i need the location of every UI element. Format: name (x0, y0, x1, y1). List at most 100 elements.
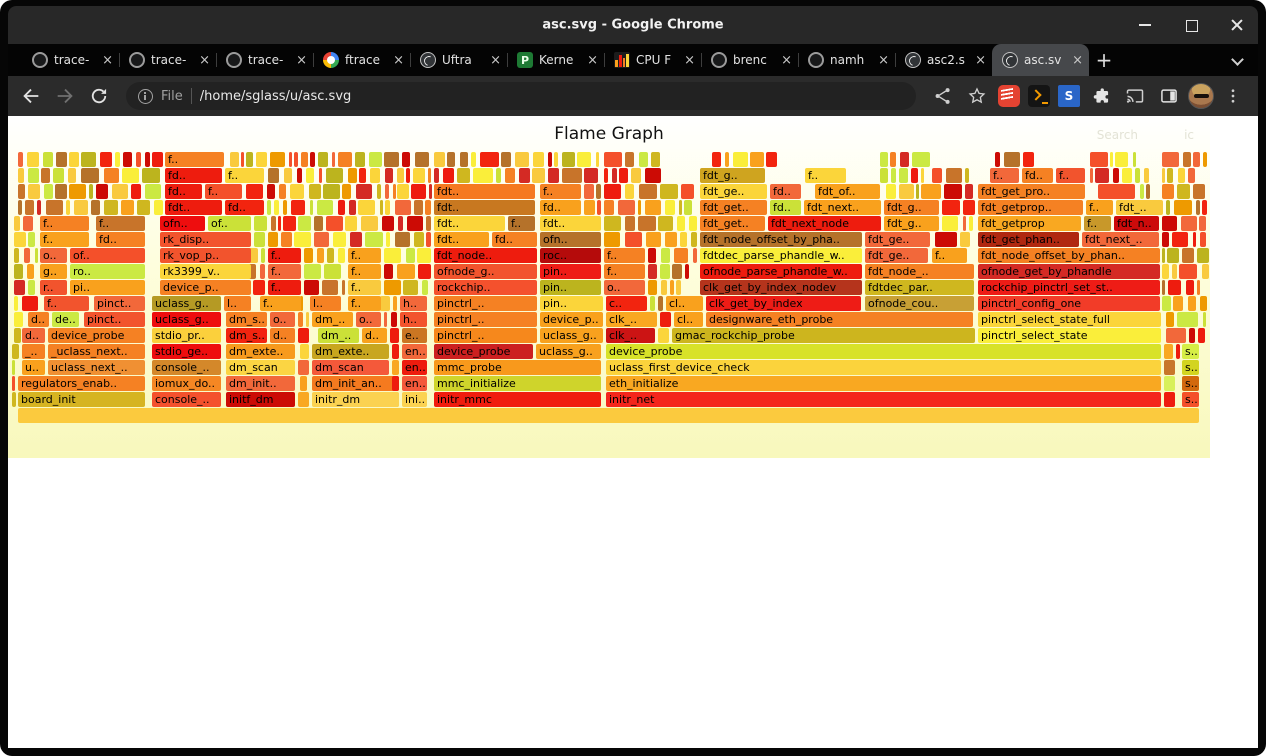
flame-block[interactable]: fd.. (770, 184, 801, 199)
flame-sliver[interactable] (690, 232, 697, 247)
flame-block[interactable]: f.. (348, 264, 381, 279)
flame-sliver[interactable] (1185, 280, 1195, 295)
flame-block[interactable]: ro.. (70, 264, 145, 279)
flame-sliver[interactable] (91, 200, 101, 215)
flame-sliver[interactable] (1188, 168, 1195, 183)
flame-block[interactable]: c.. (606, 296, 647, 311)
flame-sliver[interactable] (338, 200, 345, 215)
flame-block[interactable]: fdt_ge.. (700, 184, 767, 199)
flame-sliver[interactable] (1178, 264, 1197, 279)
flame-block[interactable]: fd.. (540, 200, 581, 215)
flame-sliver[interactable] (274, 200, 279, 215)
flame-sliver[interactable] (391, 312, 397, 327)
flame-sliver[interactable] (562, 168, 582, 183)
flame-sliver[interactable] (103, 168, 120, 183)
flame-block[interactable]: fd.. (770, 200, 801, 215)
flame-block[interactable]: g.. (40, 264, 67, 279)
tab-trace-[interactable]: trace- × (22, 44, 119, 76)
back-button[interactable] (16, 81, 46, 111)
flame-sliver[interactable] (480, 152, 499, 167)
flame-sliver[interactable] (1171, 232, 1189, 247)
flame-sliver[interactable] (638, 184, 657, 199)
flamegraph-ignore-case-button[interactable]: ic (1184, 128, 1194, 142)
flame-block[interactable]: board_init (18, 392, 145, 407)
flame-block[interactable]: fd.. (165, 168, 222, 183)
flame-sliver[interactable] (356, 184, 373, 199)
flame-sliver[interactable] (382, 216, 394, 231)
flame-sliver[interactable] (23, 216, 33, 231)
flame-sliver[interactable] (645, 232, 661, 247)
flame-sliver[interactable] (45, 200, 64, 215)
tab-uftra[interactable]: Uftra × (410, 44, 507, 76)
flame-sliver[interactable] (1144, 168, 1149, 183)
flame-block[interactable]: uclass_g.. (536, 344, 601, 359)
flame-sliver[interactable] (81, 152, 96, 167)
flame-block[interactable]: fdt_g.. (884, 200, 939, 215)
flame-sliver[interactable] (624, 184, 634, 199)
flame-sliver[interactable] (100, 152, 113, 167)
flame-sliver[interactable] (299, 296, 303, 311)
flame-block[interactable]: o.. (604, 280, 645, 295)
flame-sliver[interactable] (1162, 184, 1175, 199)
flame-sliver[interactable] (596, 184, 601, 199)
flame-sliver[interactable] (680, 232, 688, 247)
flame-sliver[interactable] (68, 168, 77, 183)
flame-sliver[interactable] (28, 280, 35, 295)
flame-sliver[interactable] (1023, 152, 1034, 167)
flame-sliver[interactable] (426, 232, 431, 247)
flame-sliver[interactable] (254, 216, 267, 231)
flame-sliver[interactable] (332, 152, 336, 167)
tab-trace-[interactable]: trace- × (216, 44, 313, 76)
tab-asc2-s[interactable]: asc2.s × (895, 44, 992, 76)
flame-block[interactable]: fdt_g.. (700, 168, 765, 183)
flame-sliver[interactable] (684, 200, 692, 215)
flame-block[interactable]: f.. (1086, 200, 1113, 215)
flame-block[interactable]: uclass_next_.. (48, 360, 145, 375)
flame-sliver[interactable] (688, 216, 697, 231)
flame-sliver[interactable] (1162, 216, 1178, 231)
flame-sliver[interactable] (310, 200, 314, 215)
flame-block[interactable]: ofnode_get_by_phandle (978, 264, 1160, 279)
flame-sliver[interactable] (304, 264, 322, 279)
flame-sliver[interactable] (425, 216, 431, 231)
flame-sliver[interactable] (278, 216, 282, 231)
tab-close-icon[interactable]: × (684, 52, 695, 68)
tab-close-icon[interactable]: × (975, 52, 986, 68)
flame-sliver[interactable] (397, 168, 404, 183)
flame-block[interactable]: s.. (1182, 376, 1199, 391)
flame-sliver[interactable] (368, 152, 382, 167)
flame-sliver[interactable] (1192, 184, 1205, 199)
flame-sliver[interactable] (120, 200, 134, 215)
flame-sliver[interactable] (898, 168, 908, 183)
flame-sliver[interactable] (750, 152, 764, 167)
flame-sliver[interactable] (665, 232, 678, 247)
flame-sliver[interactable] (644, 200, 662, 215)
tab-close-icon[interactable]: × (1072, 52, 1083, 68)
flame-sliver[interactable] (1090, 168, 1093, 183)
flame-sliver[interactable] (27, 152, 40, 167)
flame-sliver[interactable] (1162, 296, 1171, 311)
flame-sliver[interactable] (306, 168, 315, 183)
minimize-button[interactable] (1134, 14, 1156, 36)
flame-block[interactable]: _uclass_next.. (48, 344, 145, 359)
flame-sliver[interactable] (648, 264, 657, 279)
flame-block[interactable]: device_p.. (540, 312, 603, 327)
flame-sliver[interactable] (584, 168, 598, 183)
flame-sliver[interactable] (665, 200, 675, 215)
flame-sliver[interactable] (349, 200, 356, 215)
flame-block[interactable]: dm_init_an.. (312, 376, 399, 391)
flame-block[interactable]: fdt.. (165, 200, 222, 215)
flame-sliver[interactable] (692, 248, 697, 263)
flame-sliver[interactable] (323, 184, 341, 199)
flame-sliver[interactable] (253, 280, 265, 295)
flame-sliver[interactable] (283, 168, 292, 183)
flame-sliver[interactable] (28, 168, 39, 183)
flame-block[interactable]: clk_.. (606, 312, 657, 327)
flame-sliver[interactable] (604, 232, 621, 247)
flame-sliver[interactable] (103, 200, 119, 215)
flame-block[interactable]: f.. (268, 248, 301, 263)
flame-sliver[interactable] (357, 200, 375, 215)
flame-sliver[interactable] (880, 152, 888, 167)
flame-sliver[interactable] (547, 152, 552, 167)
tab-ftrace[interactable]: ftrace × (313, 44, 410, 76)
